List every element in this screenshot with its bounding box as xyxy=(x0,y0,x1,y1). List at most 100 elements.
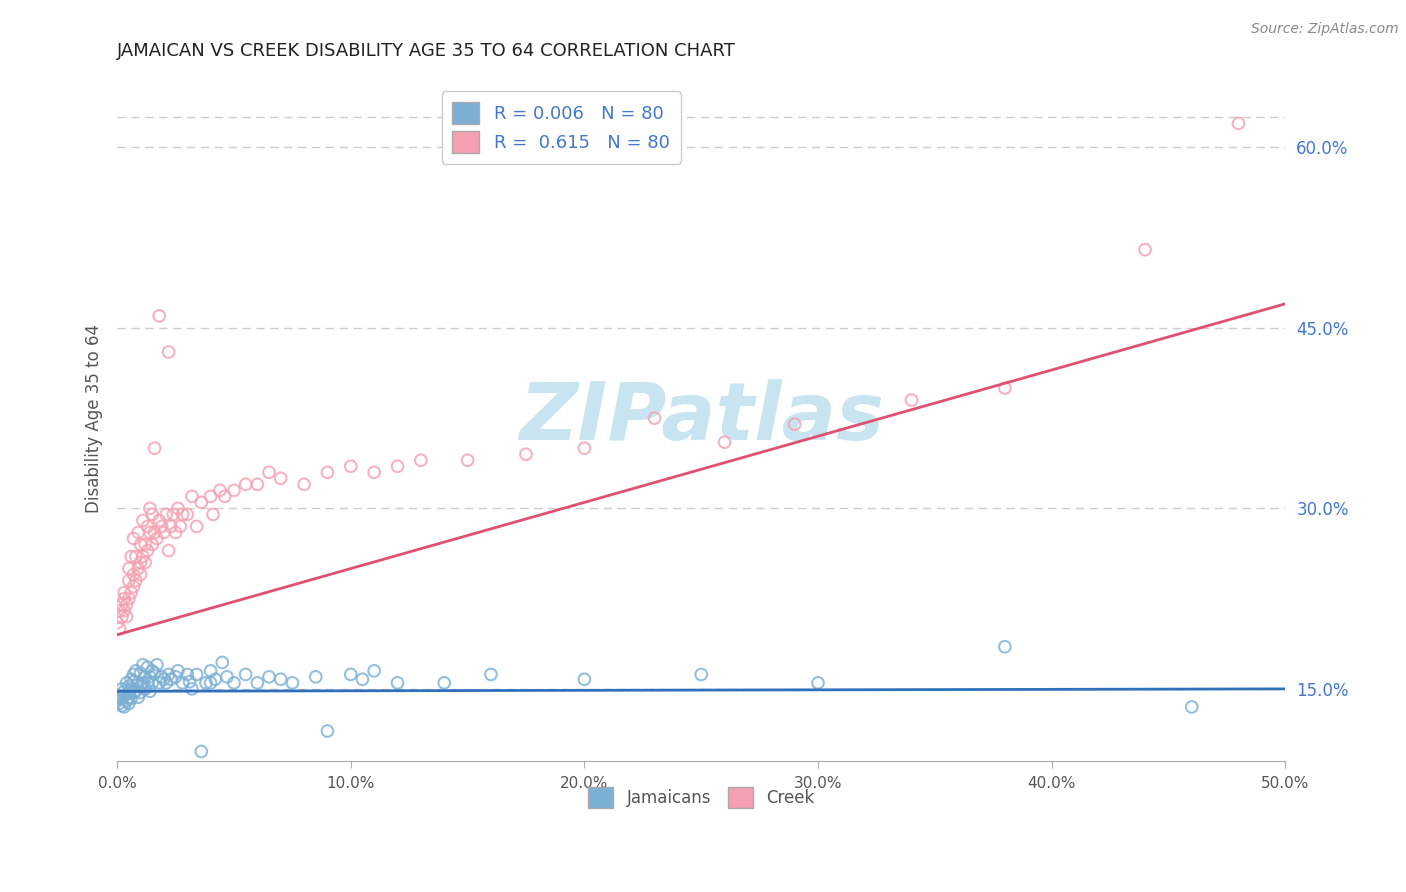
Point xyxy=(339,459,361,474)
Point xyxy=(200,664,222,678)
Point xyxy=(125,574,148,588)
Point xyxy=(160,519,183,533)
Point xyxy=(118,696,141,710)
Point xyxy=(994,640,1017,654)
Text: JAMAICAN VS CREEK DISABILITY AGE 35 TO 64 CORRELATION CHART: JAMAICAN VS CREEK DISABILITY AGE 35 TO 6… xyxy=(117,42,737,60)
Point xyxy=(190,744,212,758)
Point xyxy=(118,574,141,588)
Point xyxy=(172,676,194,690)
Point xyxy=(150,670,173,684)
Point xyxy=(112,700,135,714)
Point xyxy=(157,345,180,359)
Point xyxy=(122,667,145,681)
Point xyxy=(222,676,245,690)
Point xyxy=(186,519,208,533)
Point xyxy=(105,688,128,702)
Point xyxy=(201,508,224,522)
Point xyxy=(214,489,236,503)
Point xyxy=(713,435,735,450)
Point xyxy=(363,664,385,678)
Point xyxy=(111,609,134,624)
Point xyxy=(132,657,155,672)
Point xyxy=(222,483,245,498)
Point xyxy=(115,609,138,624)
Point xyxy=(190,495,212,509)
Point xyxy=(257,465,280,479)
Point xyxy=(155,508,177,522)
Point xyxy=(127,690,149,705)
Point xyxy=(246,676,269,690)
Point xyxy=(157,667,180,681)
Legend: Jamaicans, Creek: Jamaicans, Creek xyxy=(582,780,821,814)
Point xyxy=(316,724,339,739)
Point xyxy=(281,676,304,690)
Point xyxy=(160,672,183,686)
Point xyxy=(118,687,141,701)
Point xyxy=(139,525,162,540)
Point xyxy=(146,657,169,672)
Point xyxy=(387,459,409,474)
Point xyxy=(235,667,257,681)
Point xyxy=(690,667,713,681)
Point xyxy=(270,471,292,485)
Point xyxy=(194,676,217,690)
Point xyxy=(148,309,170,323)
Point xyxy=(176,667,198,681)
Point xyxy=(118,680,141,694)
Point xyxy=(115,598,138,612)
Point xyxy=(108,691,131,706)
Point xyxy=(783,417,806,432)
Point xyxy=(143,525,166,540)
Point xyxy=(129,685,152,699)
Point xyxy=(270,672,292,686)
Point xyxy=(165,670,187,684)
Point xyxy=(111,698,134,713)
Point xyxy=(146,532,169,546)
Point xyxy=(136,676,159,690)
Point xyxy=(409,453,432,467)
Point xyxy=(118,561,141,575)
Point xyxy=(181,489,204,503)
Point xyxy=(132,676,155,690)
Point xyxy=(457,453,479,467)
Point xyxy=(115,694,138,708)
Point xyxy=(153,672,176,686)
Point xyxy=(112,684,135,698)
Point xyxy=(127,676,149,690)
Point xyxy=(125,684,148,698)
Point xyxy=(120,549,142,564)
Point xyxy=(141,664,163,678)
Point xyxy=(179,674,201,689)
Point xyxy=(120,681,142,696)
Point xyxy=(132,513,155,527)
Point xyxy=(204,672,226,686)
Text: Source: ZipAtlas.com: Source: ZipAtlas.com xyxy=(1251,22,1399,37)
Point xyxy=(118,591,141,606)
Point xyxy=(433,676,456,690)
Point xyxy=(994,381,1017,395)
Point xyxy=(143,666,166,681)
Point xyxy=(150,519,173,533)
Point xyxy=(141,537,163,551)
Point xyxy=(111,598,134,612)
Point xyxy=(129,567,152,582)
Point xyxy=(120,585,142,599)
Point xyxy=(134,556,156,570)
Point xyxy=(127,561,149,575)
Point xyxy=(200,676,222,690)
Point xyxy=(122,532,145,546)
Point xyxy=(134,681,156,696)
Point xyxy=(122,580,145,594)
Point xyxy=(169,519,191,533)
Point xyxy=(305,670,328,684)
Point xyxy=(257,670,280,684)
Point xyxy=(211,656,233,670)
Point xyxy=(136,660,159,674)
Point xyxy=(108,696,131,710)
Point xyxy=(129,537,152,551)
Point xyxy=(208,483,231,498)
Point xyxy=(129,556,152,570)
Point xyxy=(387,676,409,690)
Point xyxy=(141,508,163,522)
Point xyxy=(122,567,145,582)
